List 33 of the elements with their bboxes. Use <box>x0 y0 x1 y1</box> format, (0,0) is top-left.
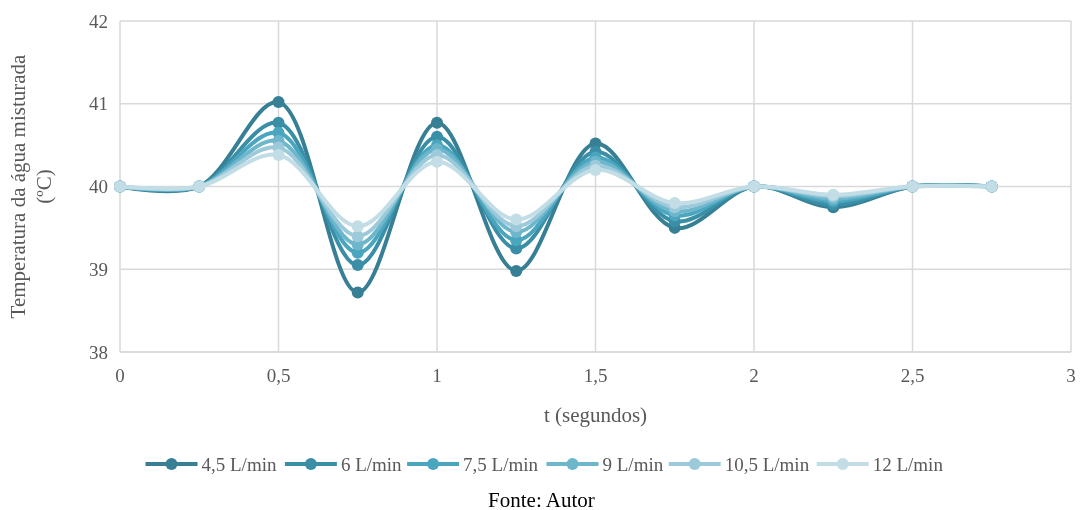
source-note: Fonte: Autor <box>488 488 595 510</box>
point <box>351 259 364 272</box>
point <box>589 163 602 176</box>
x-axis-title: t (segundos) <box>543 403 648 427</box>
legend-label: 12 L/min <box>872 453 944 475</box>
point <box>351 230 364 243</box>
x-tick-label: 1,5 <box>583 365 608 386</box>
point <box>510 213 523 226</box>
x-tick-label: 2,5 <box>900 365 925 386</box>
legend-label: 7,5 L/min <box>463 453 539 475</box>
y-tick-label: 40 <box>89 176 108 198</box>
point <box>351 220 364 233</box>
x-tick-label: 2 <box>749 365 759 386</box>
x-tick-label: 0,5 <box>266 365 291 386</box>
y-tick-label: 42 <box>89 10 108 32</box>
point <box>351 286 364 299</box>
legend-label: 4,5 L/min <box>201 453 277 475</box>
point <box>431 116 443 129</box>
y-axis-title: Temperatura da água misturada (ºC) <box>6 53 56 319</box>
y-tick-label: 41 <box>89 93 108 115</box>
legend-label: 9 L/min <box>602 453 664 475</box>
point <box>272 96 285 109</box>
point <box>431 155 443 168</box>
legend-label: 6 L/min <box>340 453 403 475</box>
point <box>272 149 285 162</box>
y-tick-label: 39 <box>89 258 108 280</box>
x-tick-label: 0 <box>115 365 125 386</box>
x-tick-label: 1 <box>432 365 442 386</box>
y-tick-label: 38 <box>89 341 108 363</box>
x-tick-label: 3 <box>1066 365 1076 386</box>
point <box>510 264 523 277</box>
point <box>668 197 681 210</box>
legend-label: 10,5 L/min <box>724 453 810 475</box>
